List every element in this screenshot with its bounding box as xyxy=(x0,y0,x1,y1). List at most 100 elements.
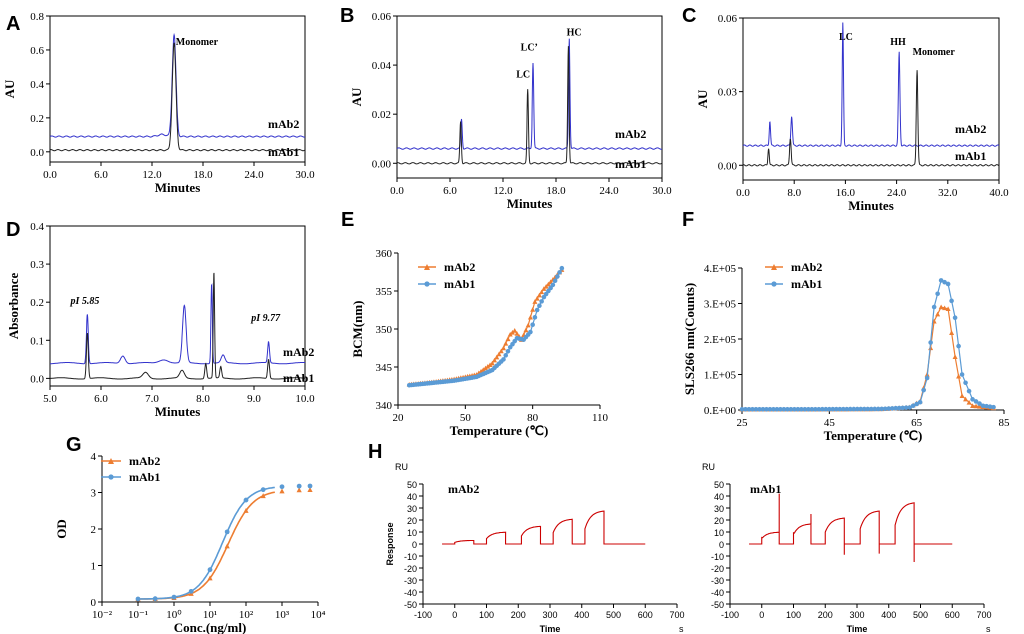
legend-label-mab2: mAb2 xyxy=(615,127,646,141)
x-tick-label: 32.0 xyxy=(938,187,958,199)
data-point-mab1 xyxy=(970,397,975,402)
x-tick-label: 0.0 xyxy=(43,169,57,181)
x-tick-label: 0 xyxy=(759,610,764,620)
data-point-mab1 xyxy=(914,401,919,407)
peak-annotation: pI 9.77 xyxy=(250,313,281,324)
x-tick-label: 400 xyxy=(881,610,896,620)
y-tick-label: 30 xyxy=(407,504,417,514)
trace-mab1 xyxy=(397,46,663,165)
data-point-mab1 xyxy=(557,270,562,275)
data-point-mab2 xyxy=(952,354,958,359)
y-tick-label: 20 xyxy=(407,516,417,526)
legend-label-mab2: mAb2 xyxy=(444,260,475,274)
y-tick-label: 0.2 xyxy=(30,113,44,125)
legend-marker xyxy=(424,264,430,270)
data-point-mab1 xyxy=(555,274,560,279)
data-point-mab2 xyxy=(307,487,313,493)
y-tick-label: 0.3 xyxy=(30,259,44,271)
panel-b: B 0.0 6.0 12.0 18.0 24.0 30.0 0.00 0.02 0.04 0.06 M… xyxy=(340,5,672,211)
x-tick-label: 10⁴ xyxy=(311,609,326,621)
y-axis-label: BCM(nm) xyxy=(350,300,365,357)
x-axis-label: Minutes xyxy=(155,404,201,419)
data-point-mab1 xyxy=(788,406,794,412)
data-point-mab1 xyxy=(935,291,940,297)
data-point-mab2 xyxy=(523,327,529,333)
data-point-mab2 xyxy=(530,306,536,312)
y-axis-label: AU xyxy=(695,89,710,108)
data-point-mab2 xyxy=(945,306,951,312)
data-point-mab1 xyxy=(889,406,895,411)
data-point-mab1 xyxy=(757,406,762,412)
panel-label-c: C xyxy=(682,5,696,27)
y-tick-label: 0.2 xyxy=(30,297,44,309)
x-axis-label: Minutes xyxy=(848,198,894,213)
x-tick-label: 10.0 xyxy=(295,393,315,405)
x-unit-label: s xyxy=(679,624,684,634)
y-tick-label: -50 xyxy=(404,600,417,610)
data-point-mab2 xyxy=(500,345,506,351)
panel-a: A 0.0 6.0 12.0 18.0 24.0 30.0 0.0 0.2 0.4 0.6 0.8 Mi… xyxy=(2,11,315,195)
data-point-mab1 xyxy=(534,307,540,313)
data-point-mab1 xyxy=(501,357,506,362)
data-point-mab2 xyxy=(539,289,545,295)
data-point-mab2 xyxy=(525,322,531,328)
data-point-mab1 xyxy=(910,403,916,409)
legend-label-mab1: mAb1 xyxy=(129,470,160,484)
data-point-mab1 xyxy=(792,406,797,412)
legend-label-mab2: mAb2 xyxy=(129,454,160,468)
legend-marker xyxy=(108,458,114,464)
data-point-mab1 xyxy=(260,487,266,493)
data-point-mab1 xyxy=(537,303,542,308)
x-tick-label: 6.0 xyxy=(443,185,457,197)
trace-mab2 xyxy=(50,283,306,365)
x-tick-label: 20 xyxy=(393,412,405,424)
legend-label-mab2: mAb2 xyxy=(955,122,986,136)
y-axis-label: Absorbance xyxy=(6,273,21,340)
data-point-mab1 xyxy=(882,406,888,412)
y-tick-label: 0 xyxy=(412,540,417,550)
data-point-mab1 xyxy=(931,304,937,310)
fit-curve-mab1 xyxy=(138,486,275,600)
y-tick-label: 1.E+05 xyxy=(704,370,737,382)
legend-label-mab2: mAb2 xyxy=(283,345,314,359)
data-point-mab1 xyxy=(764,406,769,412)
y-unit-label: RU xyxy=(395,462,408,472)
data-point-mab1 xyxy=(956,343,961,349)
data-point-mab1 xyxy=(984,403,989,409)
data-point-mab2 xyxy=(480,367,486,372)
data-point-mab2 xyxy=(534,295,540,301)
data-point-mab1 xyxy=(827,406,832,412)
y-tick-label: 350 xyxy=(376,324,393,336)
y-tick-label: -40 xyxy=(711,588,724,598)
y-tick-label: 10 xyxy=(714,528,724,538)
x-tick-label: 24.0 xyxy=(599,185,619,197)
y-tick-label: 0.4 xyxy=(30,79,44,91)
y-tick-label: 0.1 xyxy=(30,335,44,347)
data-point-mab2 xyxy=(503,340,509,346)
data-point-mab2 xyxy=(532,299,538,304)
panel-title-mab1: mAb1 xyxy=(750,482,781,496)
x-tick-label: 10⁻² xyxy=(92,609,113,621)
y-unit-label: RU xyxy=(702,462,715,472)
peak-annotation: LC xyxy=(839,32,853,43)
series-line-mab1 xyxy=(742,279,994,410)
fit-curve-mab2 xyxy=(138,491,276,600)
data-point-mab1 xyxy=(980,403,986,409)
x-tick-label: 300 xyxy=(542,610,557,620)
y-tick-label: 40 xyxy=(714,492,724,502)
legend-label-mab1: mAb1 xyxy=(444,277,475,291)
x-tick-label: 8.0 xyxy=(196,393,210,405)
y-tick-label: 0.00 xyxy=(372,158,392,170)
panel-label-g: G xyxy=(66,434,82,456)
data-point-mab1 xyxy=(296,483,302,489)
trace-mab2 xyxy=(49,32,306,138)
panel-h1: H-100 0 100 200 300 400 500 600 700-50-40-30-20-… xyxy=(368,441,685,634)
data-point-mab2 xyxy=(492,357,498,363)
y-tick-label: 4 xyxy=(91,451,97,463)
legend-label-mab1: mAb1 xyxy=(955,149,986,163)
data-point-mab1 xyxy=(813,406,818,412)
y-tick-label: -30 xyxy=(404,576,417,586)
data-point-mab1 xyxy=(760,406,766,412)
data-point-mab1 xyxy=(746,406,752,412)
data-point-mab1 xyxy=(816,406,822,412)
